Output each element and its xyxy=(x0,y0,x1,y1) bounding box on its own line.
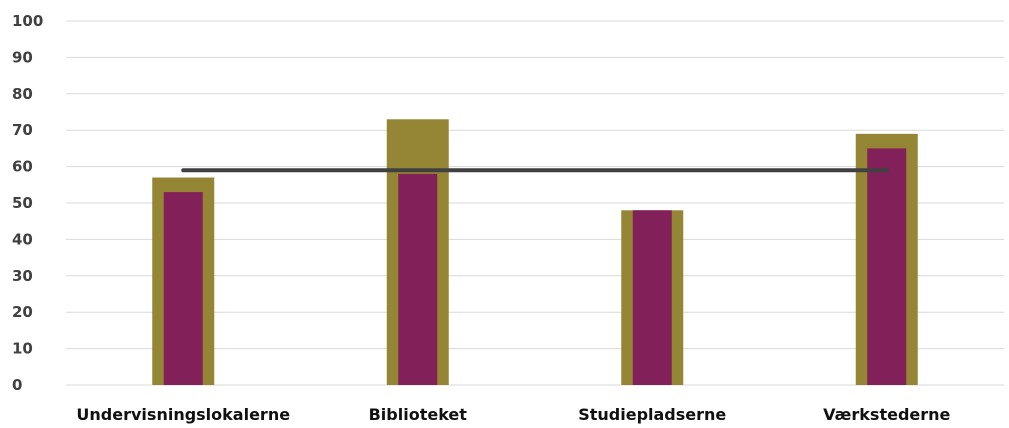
y-tick-label: 60 xyxy=(12,158,33,176)
y-tick-label: 80 xyxy=(12,85,33,103)
y-tick-label: 0 xyxy=(12,376,22,394)
y-tick-label: 30 xyxy=(12,267,33,285)
y-tick-label: 90 xyxy=(12,48,33,66)
y-tick-label: 100 xyxy=(12,12,43,30)
y-tick-label: 50 xyxy=(12,194,33,212)
y-tick-label: 40 xyxy=(12,230,33,248)
y-tick-label: 70 xyxy=(12,121,33,139)
x-category-label: Studiepladserne xyxy=(578,405,726,424)
bar-narrow xyxy=(632,210,672,385)
y-tick-label: 10 xyxy=(12,340,33,358)
bar-narrow xyxy=(867,148,907,385)
y-tick-label: 20 xyxy=(12,303,33,321)
bar-narrow xyxy=(163,192,203,385)
x-category-label: Undervisningslokalerne xyxy=(76,405,290,424)
x-axis-labels: Undervisningslokalerne Biblioteket Studiep… xyxy=(76,405,950,424)
gridlines xyxy=(66,20,1004,386)
x-category-label: Værkstederne xyxy=(823,405,950,424)
series-narrow-bars xyxy=(163,148,907,385)
y-axis-ticks: 0 10 20 30 40 50 60 70 80 90 100 xyxy=(12,12,43,394)
x-category-label: Biblioteket xyxy=(369,405,468,424)
series-wide-bars xyxy=(152,119,918,385)
bar-narrow xyxy=(398,173,438,385)
